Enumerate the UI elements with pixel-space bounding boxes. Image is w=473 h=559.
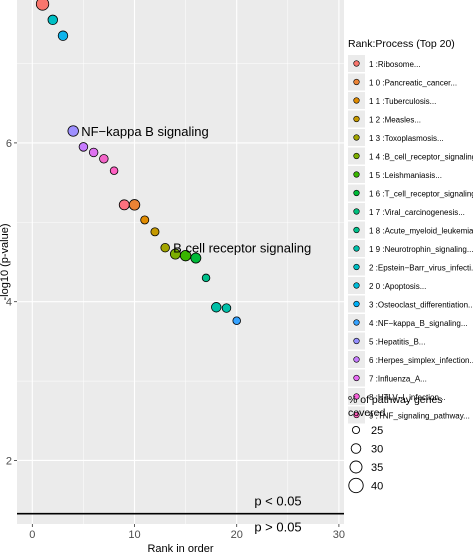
legend-swatch (353, 411, 360, 419)
legend-swatch (353, 78, 360, 86)
y-axis-label: -log10 (p-value) (0, 223, 11, 300)
threshold-label-below: p > 0.05 (254, 520, 301, 535)
legend-entry-label: 6 :Herpes_simplex_infection... (369, 356, 473, 365)
data-point (99, 154, 109, 164)
data-point (128, 199, 141, 211)
legend-swatch (353, 374, 360, 382)
legend-entry-label: 1 2 :Measles... (369, 116, 421, 125)
x-tick-label: 0 (29, 529, 35, 541)
data-point (211, 302, 222, 313)
legend-swatch (353, 60, 360, 67)
size-legend-label: 35 (371, 462, 383, 474)
data-point (109, 166, 119, 175)
x-tick-label: 30 (333, 529, 345, 541)
size-legend-label: 30 (371, 444, 383, 456)
legend-swatch (353, 152, 360, 160)
legend-entry-label: 1 4 :B_cell_receptor_signaling... (369, 153, 473, 162)
size-legend-circle (349, 460, 363, 474)
legend-swatch (353, 134, 360, 141)
y-tick-label: 6 (6, 138, 12, 150)
legend-swatch (353, 263, 360, 271)
legend-entry-label: 3 :Osteoclast_differentiation... (369, 301, 473, 310)
legend-entry-label: 9 :TNF_signaling_pathway... (369, 412, 470, 421)
size-legend-label: 25 (371, 425, 383, 437)
legend-swatch (353, 282, 360, 289)
legend-swatch (353, 97, 360, 104)
size-legend-circle (348, 477, 364, 494)
data-point (179, 249, 192, 262)
legend-entry-label: 1 3 :Toxoplasmosis... (369, 134, 444, 143)
legend-entry-label: 1 8 :Acute_myeloid_leukemia... (369, 227, 473, 236)
size-legend-label: 40 (371, 481, 383, 493)
legend-swatch (353, 245, 360, 252)
point-annotation: NF−kappa B signaling (81, 124, 209, 139)
x-tick-label: 20 (231, 529, 243, 541)
data-point (232, 316, 241, 325)
legend-entry-label: 1 5 :Leishmaniasis... (369, 171, 442, 180)
legend-entry-label: 8 :HTLV−I_infection... (369, 393, 446, 402)
legend-title: Rank:Process (Top 20) (348, 38, 455, 50)
data-point (57, 30, 69, 41)
legend-swatch (353, 319, 360, 326)
legend-entry-label: 2 :Epstein−Barr_virus_infecti... (369, 264, 473, 273)
legend-entry-label: 1 7 :Viral_carcinogenesis... (369, 208, 465, 217)
legend-swatch (353, 356, 360, 363)
legend-swatch (353, 300, 360, 308)
legend-entry-label: 2 0 :Apoptosis... (369, 282, 426, 291)
data-point (150, 227, 160, 237)
legend-swatch (353, 115, 360, 123)
y-tick-label: 4 (6, 297, 12, 309)
data-point (190, 252, 202, 264)
data-point (221, 303, 232, 313)
size-legend-circle (350, 443, 362, 454)
data-point (160, 242, 170, 253)
size-legend-title: % of pathway genes (348, 394, 443, 406)
data-point (118, 199, 130, 211)
data-point (47, 14, 58, 26)
y-tick-label: 2 (6, 455, 12, 467)
plot-panel (17, 0, 344, 524)
data-point (140, 215, 150, 225)
size-legend-title-cont: covered (348, 407, 386, 419)
legend-swatch (353, 337, 360, 345)
legend-swatch (353, 208, 360, 215)
legend-entry-label: 4 :NF−kappa_B_signaling... (369, 319, 468, 328)
threshold-label-above: p < 0.05 (254, 494, 301, 509)
legend-swatch (353, 226, 360, 234)
legend-entry-label: 5 :Hepatitis_B... (369, 338, 425, 347)
legend-entry-label: 1 9 :Neurotrophin_signaling... (369, 245, 473, 254)
legend-swatch (353, 393, 360, 400)
point-annotation: B cell receptor signaling (173, 241, 311, 256)
data-point (201, 273, 211, 283)
data-point (67, 125, 79, 137)
size-legend-circle (351, 425, 361, 435)
legend-swatch (353, 189, 360, 197)
legend-entry-label: 1 6 :T_cell_receptor_signaling... (369, 190, 473, 199)
legend-entry-label: 1 1 :Tuberculosis... (369, 97, 436, 106)
legend-entry-label: 1 0 :Pancreatic_cancer... (369, 79, 457, 88)
legend-swatch (353, 171, 360, 178)
legend-entry-label: 1 :Ribosome... (369, 60, 421, 69)
data-point (78, 142, 89, 152)
legend-entry-label: 7 :Influenza_A... (369, 375, 427, 384)
x-tick-label: 10 (128, 529, 140, 541)
x-axis-label: Rank in order (147, 543, 213, 554)
data-point (88, 147, 99, 158)
data-point (35, 0, 50, 11)
